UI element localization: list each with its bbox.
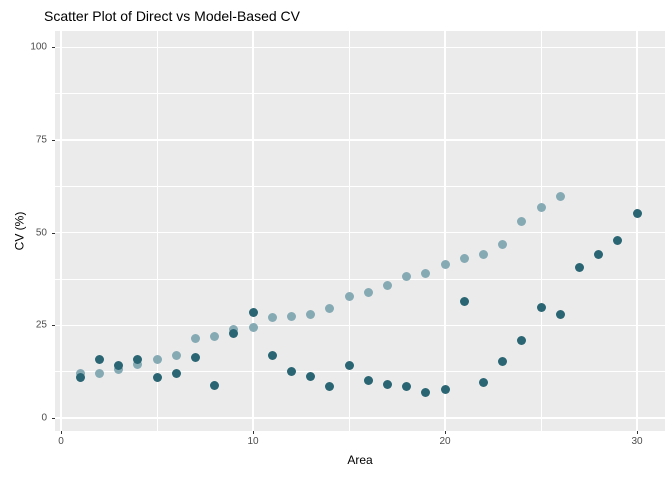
data-point-direct_cv	[555, 309, 565, 319]
data-point-model_based_cv	[421, 268, 431, 278]
data-point-direct_cv	[286, 366, 296, 376]
data-point-direct_cv	[517, 336, 527, 346]
major-gridline-vertical	[636, 31, 638, 431]
major-gridline-vertical	[60, 31, 62, 431]
data-point-direct_cv	[210, 380, 220, 390]
data-point-direct_cv	[363, 376, 373, 386]
data-point-direct_cv	[152, 372, 162, 382]
minor-gridline-vertical	[156, 31, 158, 431]
minor-gridline-vertical	[348, 31, 350, 431]
data-point-model_based_cv	[344, 291, 354, 301]
data-point-model_based_cv	[94, 369, 104, 379]
y-tick-label: 25	[35, 319, 47, 331]
x-tick-mark	[61, 431, 62, 434]
data-point-direct_cv	[190, 353, 200, 363]
data-point-direct_cv	[632, 208, 642, 218]
data-point-model_based_cv	[133, 359, 143, 369]
data-point-model_based_cv	[478, 250, 488, 260]
major-gridline-horizontal	[55, 417, 665, 419]
data-point-model_based_cv	[286, 311, 296, 321]
minor-gridline-horizontal	[55, 278, 665, 280]
data-point-direct_cv	[248, 307, 258, 317]
data-point-direct_cv	[574, 262, 584, 272]
data-point-direct_cv	[498, 356, 508, 366]
data-point-direct_cv	[594, 250, 604, 260]
data-point-model_based_cv	[248, 323, 258, 333]
chart-title: Scatter Plot of Direct vs Model-Based CV	[44, 8, 300, 24]
data-point-model_based_cv	[306, 310, 316, 320]
major-gridline-vertical	[444, 31, 446, 431]
data-point-direct_cv	[114, 360, 124, 370]
major-gridline-horizontal	[55, 46, 665, 49]
major-gridline-horizontal	[55, 139, 665, 141]
y-tick-label: 100	[30, 41, 47, 53]
data-point-model_based_cv	[152, 354, 162, 364]
data-point-direct_cv	[344, 361, 354, 371]
x-tick-mark	[637, 431, 638, 434]
data-point-model_based_cv	[190, 333, 200, 343]
y-tick-mark	[52, 418, 55, 419]
x-tick-mark	[253, 431, 254, 434]
minor-gridline-horizontal	[55, 93, 665, 95]
data-point-model_based_cv	[210, 331, 220, 341]
data-point-direct_cv	[536, 302, 546, 312]
data-point-model_based_cv	[440, 260, 450, 270]
data-point-direct_cv	[229, 328, 239, 338]
data-point-model_based_cv	[325, 303, 335, 313]
y-tick-mark	[52, 139, 55, 141]
data-point-direct_cv	[478, 377, 488, 387]
major-gridline-horizontal	[55, 231, 665, 234]
y-axis-label: CV (%)	[12, 211, 27, 251]
minor-gridline-horizontal	[55, 371, 665, 373]
data-point-model_based_cv	[171, 351, 181, 361]
data-point-model_based_cv	[536, 203, 546, 213]
x-tick-label: 20	[439, 436, 451, 447]
data-point-direct_cv	[94, 354, 104, 364]
data-point-direct_cv	[402, 382, 412, 392]
y-tick-mark	[52, 325, 55, 327]
y-tick-label: 50	[35, 227, 47, 239]
data-point-model_based_cv	[517, 217, 527, 227]
data-point-model_based_cv	[459, 254, 469, 264]
major-gridline-horizontal	[55, 324, 665, 327]
data-point-direct_cv	[133, 354, 143, 364]
data-point-direct_cv	[75, 373, 85, 383]
y-tick-mark	[52, 232, 55, 234]
x-tick-label: 10	[247, 436, 259, 447]
x-tick-label: 0	[58, 436, 64, 447]
x-axis-label: Area	[347, 453, 373, 467]
data-point-direct_cv	[306, 371, 316, 381]
data-point-direct_cv	[440, 385, 450, 395]
data-point-direct_cv	[421, 388, 431, 398]
x-tick-mark	[445, 431, 446, 434]
data-point-model_based_cv	[402, 271, 412, 281]
data-point-direct_cv	[459, 297, 469, 307]
minor-gridline-horizontal	[55, 185, 665, 187]
data-point-model_based_cv	[498, 239, 508, 249]
data-point-direct_cv	[613, 236, 623, 246]
plot-panel	[55, 31, 665, 431]
y-tick-mark	[52, 47, 55, 49]
data-point-direct_cv	[171, 369, 181, 379]
data-point-direct_cv	[267, 351, 277, 361]
data-point-model_based_cv	[267, 313, 277, 323]
y-tick-label: 0	[41, 412, 47, 424]
data-point-model_based_cv	[382, 280, 392, 290]
data-point-model_based_cv	[363, 288, 373, 298]
major-gridline-vertical	[252, 31, 254, 431]
minor-gridline-vertical	[540, 31, 542, 431]
data-point-model_based_cv	[555, 191, 565, 201]
x-tick-label: 30	[631, 436, 643, 447]
data-point-direct_cv	[382, 380, 392, 390]
data-point-direct_cv	[325, 381, 335, 391]
y-tick-label: 75	[35, 134, 47, 146]
